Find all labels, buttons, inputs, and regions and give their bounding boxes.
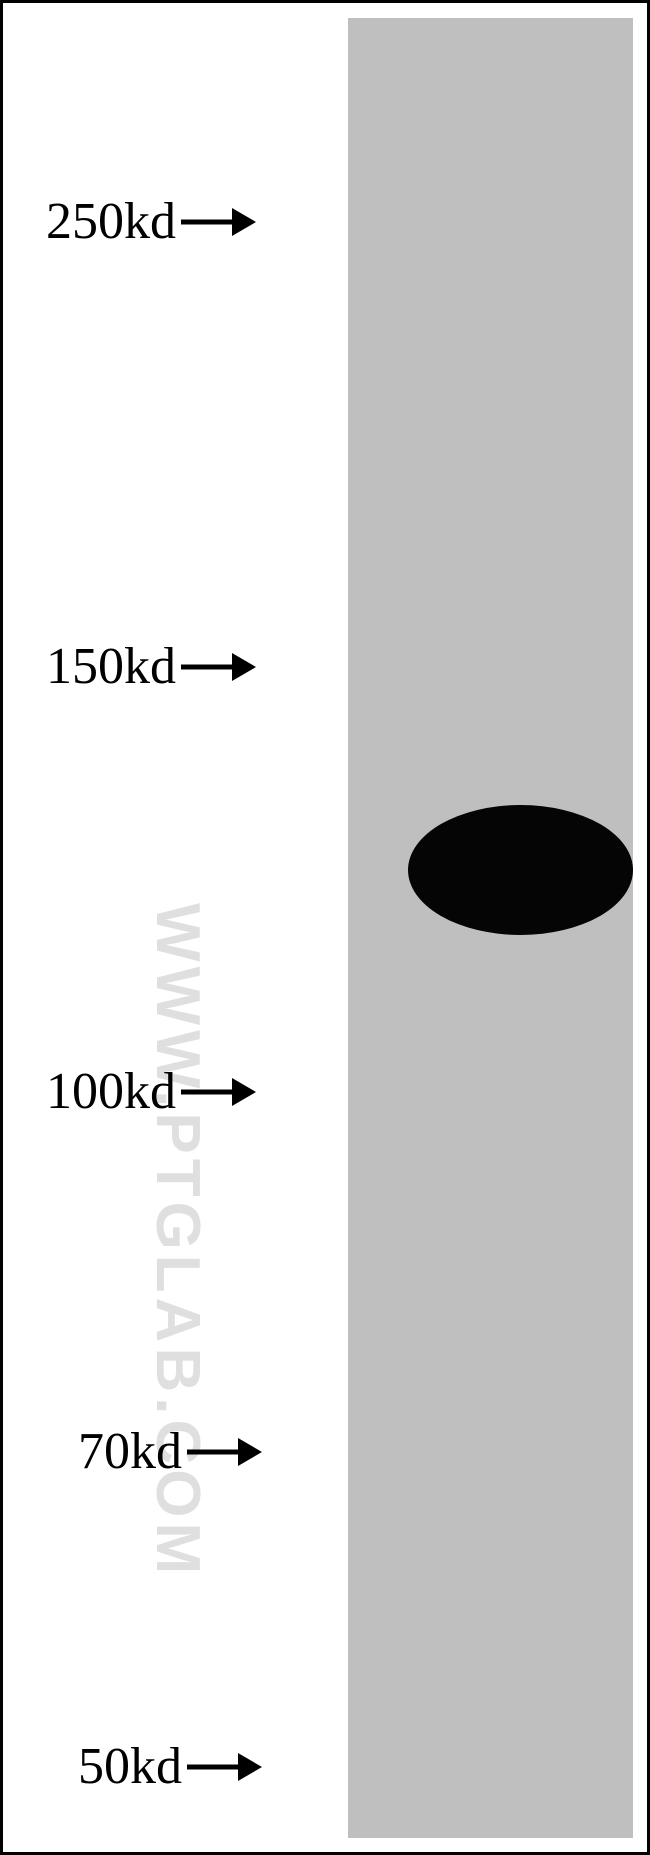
marker-250kd: 250kd (46, 192, 256, 251)
marker-label: 100kd (46, 1062, 176, 1121)
arrow-icon (187, 1753, 262, 1781)
marker-50kd: 50kd (78, 1737, 262, 1796)
marker-70kd: 70kd (78, 1422, 262, 1481)
arrow-icon (181, 208, 256, 236)
marker-label: 50kd (78, 1737, 182, 1796)
blot-container: WWW.PTGLAB.COM 250kd 150kd 100kd 70kd 50… (0, 0, 650, 1855)
marker-150kd: 150kd (46, 637, 256, 696)
marker-label: 70kd (78, 1422, 182, 1481)
marker-100kd: 100kd (46, 1062, 256, 1121)
marker-label: 150kd (46, 637, 176, 696)
arrow-icon (181, 653, 256, 681)
protein-band (408, 805, 633, 935)
marker-label: 250kd (46, 192, 176, 251)
arrow-icon (187, 1438, 262, 1466)
arrow-icon (181, 1078, 256, 1106)
